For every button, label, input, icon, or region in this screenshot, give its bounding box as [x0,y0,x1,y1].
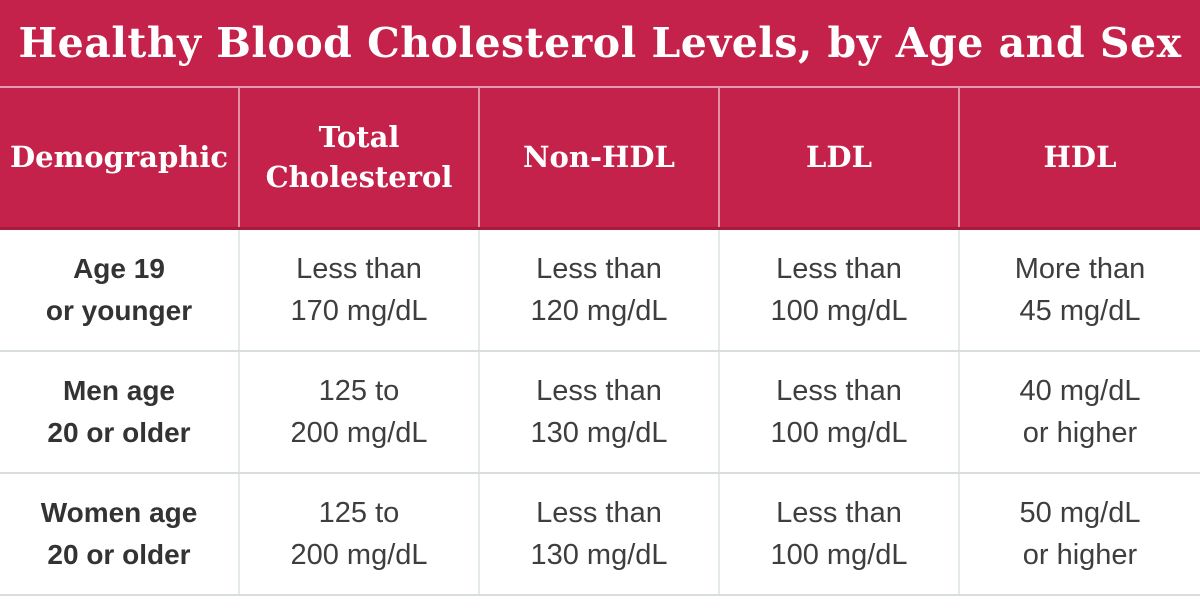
column-header-total-cholesterol: Total Cholesterol [240,88,480,227]
column-header-row: Demographic Total Cholesterol Non-HDL LD… [0,88,1200,230]
cell-ldl: Less than 100 mg/dL [720,474,960,594]
cell-demographic: Men age 20 or older [0,352,240,472]
cell-total-cholesterol: 125 to 200 mg/dL [240,352,480,472]
column-header-hdl: HDL [1043,139,1117,174]
table-row-men-20-or-older: Men age 20 or older 125 to 200 mg/dL Les… [0,352,1200,474]
cell-non-hdl: Less than 120 mg/dL [480,230,720,350]
cell-non-hdl: Less than 130 mg/dL [480,474,720,594]
cell-demographic: Women age 20 or older [0,474,240,594]
cell-hdl: 40 mg/dL or higher [1019,374,1141,449]
cell-hdl: More than 45 mg/dL [1014,252,1146,327]
cell-ldl: Less than 100 mg/dL [720,230,960,350]
cell-total-cholesterol: 125 to 200 mg/dL [240,474,480,594]
column-header-non-hdl: Non-HDL [480,88,720,227]
cell-ldl: Less than 100 mg/dL [720,352,960,472]
cell-hdl: 50 mg/dL or higher [1019,496,1141,571]
table-row-women-20-or-older: Women age 20 or older 125 to 200 mg/dL L… [0,474,1200,596]
cell-total-cholesterol: Less than 170 mg/dL [240,230,480,350]
page-title: Healthy Blood Cholesterol Levels, by Age… [18,19,1182,67]
title-band: Healthy Blood Cholesterol Levels, by Age… [0,0,1200,88]
cell-non-hdl: Less than 130 mg/dL [480,352,720,472]
bottom-margin [0,596,1200,606]
column-header-ldl: LDL [720,88,960,227]
column-header-demographic: Demographic [0,88,240,227]
table-row-age-19-or-younger: Age 19 or younger Less than 170 mg/dL Le… [0,230,1200,352]
cell-demographic: Age 19 or younger [0,230,240,350]
